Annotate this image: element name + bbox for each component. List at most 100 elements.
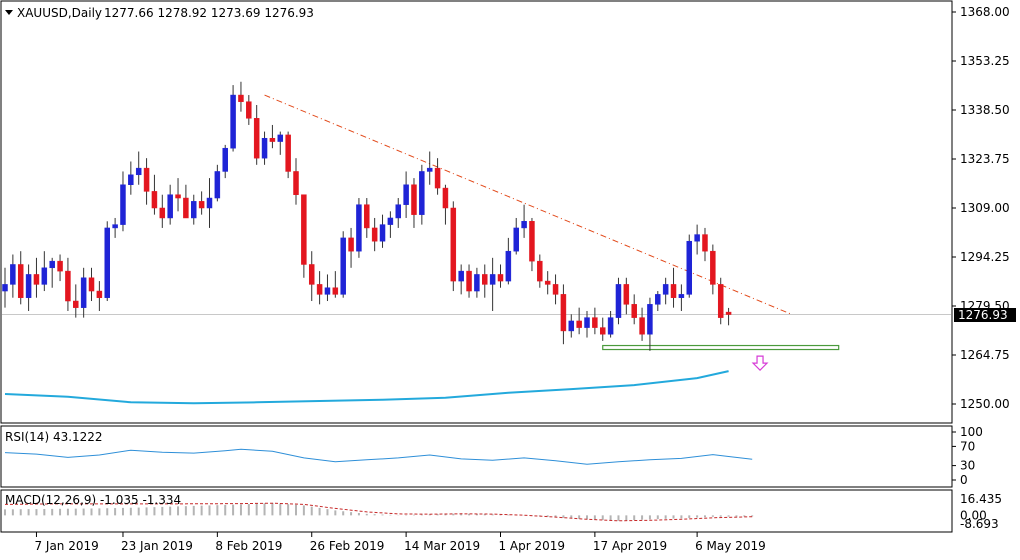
candle-body	[2, 284, 8, 292]
candle	[371, 217, 378, 252]
candle-body	[10, 264, 16, 285]
price-tick-label: 1338.50	[960, 103, 1010, 117]
candle	[489, 257, 496, 311]
candle	[395, 198, 401, 228]
candle-body	[356, 204, 362, 252]
candle-body	[198, 201, 205, 209]
candle-body	[143, 167, 150, 192]
candle-body	[419, 171, 425, 215]
candle-body	[686, 240, 693, 295]
date-tick-label: 7 Jan 2019	[34, 539, 98, 553]
ohlc-label: 1277.66 1278.92 1273.69 1276.93	[104, 6, 314, 20]
candle	[670, 267, 677, 308]
candle	[332, 271, 339, 298]
candle	[529, 217, 535, 272]
candle	[261, 131, 268, 165]
candle	[230, 85, 236, 152]
candle	[623, 277, 630, 315]
candle-body	[513, 227, 519, 252]
date-tick-label: 6 May 2019	[695, 539, 766, 553]
candle-body	[489, 274, 496, 285]
candle-body	[135, 167, 142, 176]
candle-body	[128, 174, 134, 185]
candle	[686, 234, 693, 298]
candle	[450, 201, 457, 292]
candle	[73, 284, 79, 318]
candle-body	[403, 184, 409, 205]
candle-body	[120, 184, 126, 225]
candle-body	[505, 250, 512, 282]
candle-body	[458, 270, 464, 282]
candle	[41, 251, 48, 292]
axes: 1368.00 1353.25 1338.50 1323.75 1309.00 1294.…	[34, 5, 1009, 553]
candle	[308, 251, 315, 302]
candle-body	[576, 320, 582, 328]
candle	[191, 194, 197, 225]
candle	[151, 174, 158, 215]
descending-trendline	[264, 94, 792, 315]
candle	[426, 151, 433, 185]
price-tick-label: 1294.25	[960, 250, 1010, 264]
candle	[340, 231, 346, 298]
candle	[655, 291, 661, 311]
candle-body	[466, 270, 472, 292]
candle-body	[482, 274, 488, 285]
candle-body	[560, 294, 567, 332]
candle-body	[33, 274, 40, 285]
candle-body	[206, 197, 213, 209]
candle	[2, 267, 8, 308]
candle	[96, 281, 103, 311]
candle	[57, 254, 63, 282]
candle-body	[96, 290, 103, 298]
date-tick-label: 26 Feb 2019	[310, 539, 385, 553]
candle	[631, 294, 637, 325]
candle-body	[191, 201, 197, 219]
candle-body	[631, 304, 637, 318]
candle	[584, 310, 590, 338]
candle	[143, 158, 150, 205]
candle-body	[450, 207, 457, 282]
candle	[419, 164, 425, 225]
candle-body	[599, 327, 606, 335]
candle-body	[238, 94, 244, 102]
candle-body	[655, 294, 661, 305]
candle	[639, 307, 645, 341]
candle-body	[316, 284, 323, 295]
candle-body	[615, 284, 622, 318]
candle	[33, 257, 40, 298]
candle	[175, 178, 181, 212]
candle-body	[25, 274, 32, 298]
candle	[88, 267, 95, 302]
candle-body	[151, 191, 158, 209]
rsi-tick-label: 70	[960, 439, 975, 453]
candle	[17, 251, 24, 305]
down-arrow-icon	[751, 355, 769, 371]
candle-body	[623, 284, 630, 305]
candle	[442, 184, 449, 225]
triangle-down-icon[interactable]	[5, 10, 13, 15]
macd-tick-label: 0.00	[960, 508, 987, 522]
candle	[466, 264, 472, 298]
candle	[269, 124, 276, 149]
candle	[434, 158, 441, 195]
candle-body	[592, 317, 598, 328]
candle-body	[277, 134, 284, 142]
macd-panel-frame	[0, 489, 953, 533]
candle	[497, 264, 504, 288]
candle	[293, 158, 299, 205]
candle	[482, 264, 488, 298]
candle	[324, 274, 331, 302]
candle	[592, 307, 598, 335]
candle	[316, 271, 323, 305]
candle-body	[104, 227, 110, 298]
candle	[717, 277, 724, 325]
candle-body	[253, 118, 260, 159]
candle	[513, 217, 519, 255]
macd-plot	[4, 502, 754, 522]
candle-body	[261, 137, 268, 159]
price-plot	[2, 81, 951, 405]
candle	[65, 257, 71, 311]
candle	[505, 237, 512, 285]
candle-body	[395, 204, 401, 219]
